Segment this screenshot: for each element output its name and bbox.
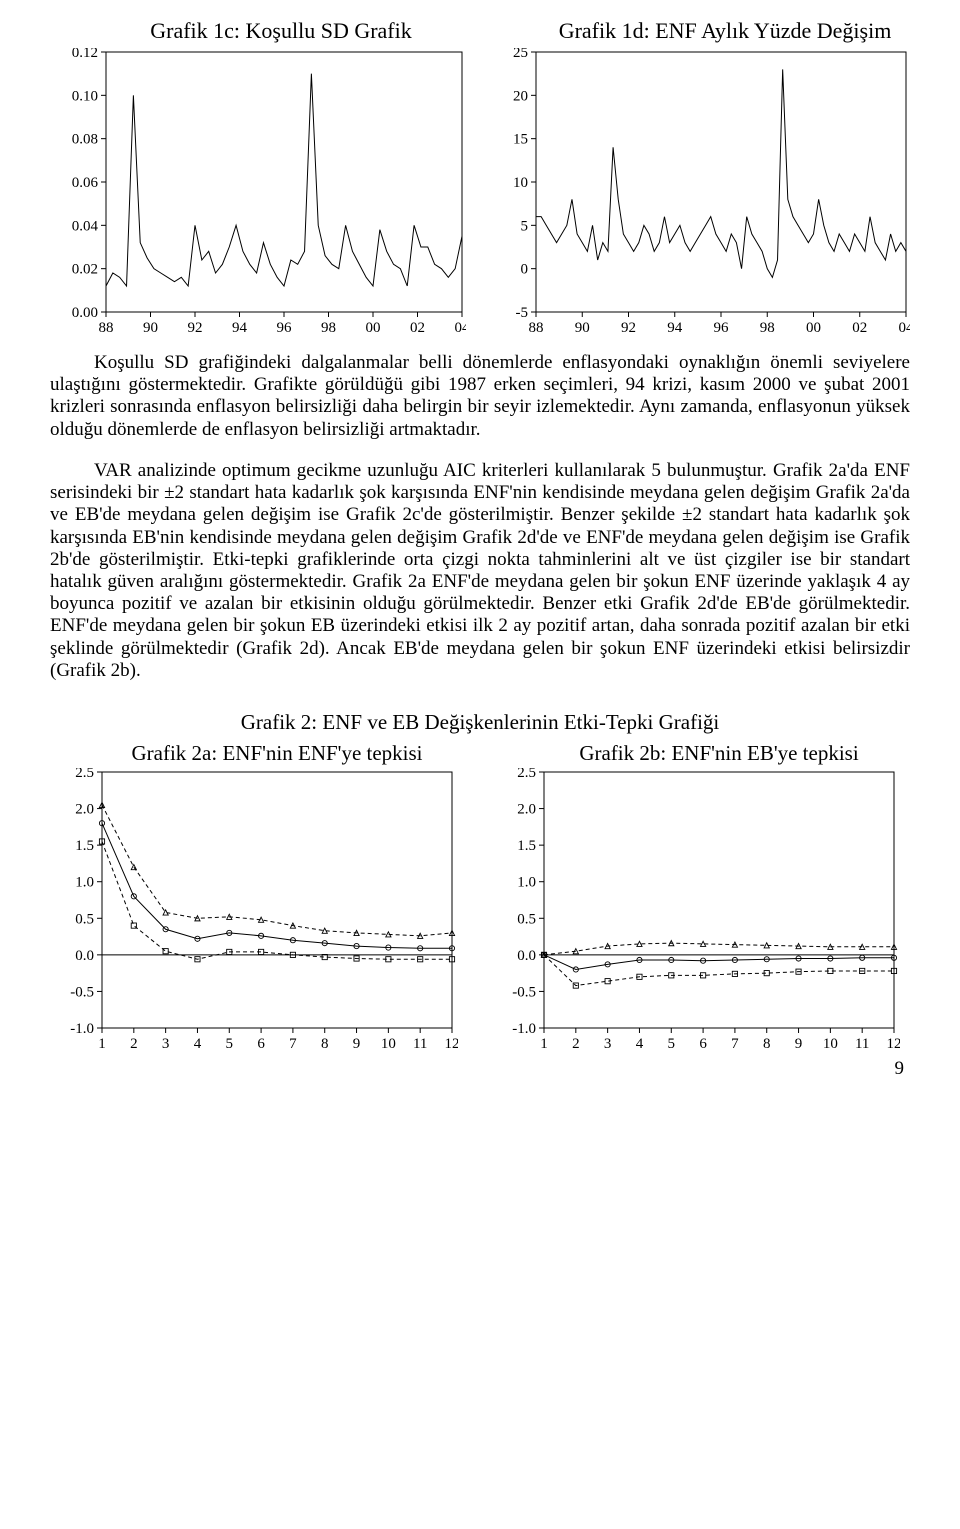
svg-text:02: 02 <box>852 320 867 336</box>
page-number: 9 <box>895 1058 905 1080</box>
svg-text:94: 94 <box>667 320 683 336</box>
svg-text:04: 04 <box>899 320 911 336</box>
svg-text:2.5: 2.5 <box>517 768 536 781</box>
svg-text:96: 96 <box>714 320 730 336</box>
svg-text:8: 8 <box>763 1036 771 1052</box>
svg-text:2: 2 <box>130 1036 138 1052</box>
chart-2b-title: Grafik 2b: ENF'nin EB'ye tepkisi <box>492 741 900 766</box>
svg-text:3: 3 <box>162 1036 170 1052</box>
svg-text:6: 6 <box>257 1036 265 1052</box>
chart-1d-title: Grafik 1d: ENF Aylık Yüzde Değişim <box>494 18 910 44</box>
svg-text:90: 90 <box>575 320 590 336</box>
svg-text:6: 6 <box>699 1036 707 1052</box>
svg-text:9: 9 <box>353 1036 361 1052</box>
svg-text:2.0: 2.0 <box>75 802 94 818</box>
svg-text:98: 98 <box>321 320 336 336</box>
svg-text:04: 04 <box>455 320 467 336</box>
svg-text:2.0: 2.0 <box>517 802 536 818</box>
chart-1d: Grafik 1d: ENF Aylık Yüzde Değişim -5 0 5 1… <box>494 18 910 338</box>
svg-text:1.0: 1.0 <box>75 875 94 891</box>
svg-text:7: 7 <box>731 1036 739 1052</box>
svg-text:92: 92 <box>188 320 203 336</box>
grafik2-heading: Grafik 2: ENF ve EB Değişkenlerinin Etki… <box>50 710 910 735</box>
svg-text:1: 1 <box>98 1036 106 1052</box>
chart-1c: Grafik 1c: Koşullu SD Grafik 0.000.020.0… <box>50 18 466 338</box>
svg-text:0.0: 0.0 <box>517 948 536 964</box>
paragraph-2: VAR analizinde optimum gecikme uzunluğu … <box>50 460 910 682</box>
chart-2b-svg: -1.0-0.50.00.51.01.52.02.512345678910111… <box>492 768 900 1054</box>
svg-text:11: 11 <box>855 1036 869 1052</box>
svg-text:0.5: 0.5 <box>517 911 536 927</box>
svg-text:-0.5: -0.5 <box>512 984 536 1000</box>
svg-text:1.5: 1.5 <box>75 838 94 854</box>
svg-text:0.5: 0.5 <box>75 911 94 927</box>
svg-text:-5: -5 <box>516 305 529 321</box>
svg-text:4: 4 <box>636 1036 644 1052</box>
paragraph-1: Koşullu SD grafiğindeki dalgalanmalar be… <box>50 352 910 441</box>
svg-text:3: 3 <box>604 1036 612 1052</box>
svg-text:00: 00 <box>366 320 381 336</box>
svg-text:88: 88 <box>529 320 544 336</box>
svg-text:12: 12 <box>445 1036 459 1052</box>
svg-text:5: 5 <box>226 1036 234 1052</box>
svg-text:2: 2 <box>572 1036 580 1052</box>
chart-1d-svg: -5 0 5 10 15 20 25 88 90 92 94 96 98 00 02 04 <box>494 48 910 338</box>
svg-text:10: 10 <box>823 1036 838 1052</box>
svg-text:4: 4 <box>194 1036 202 1052</box>
svg-text:8: 8 <box>321 1036 329 1052</box>
svg-text:0.08: 0.08 <box>72 132 98 148</box>
svg-text:10: 10 <box>381 1036 396 1052</box>
svg-text:0.00: 0.00 <box>72 305 98 321</box>
svg-text:98: 98 <box>760 320 775 336</box>
svg-text:02: 02 <box>410 320 425 336</box>
svg-text:94: 94 <box>232 320 248 336</box>
svg-text:0.10: 0.10 <box>72 88 98 104</box>
svg-text:0.02: 0.02 <box>72 262 98 278</box>
svg-text:1: 1 <box>540 1036 548 1052</box>
svg-text:0: 0 <box>521 262 529 278</box>
svg-text:88: 88 <box>99 320 114 336</box>
svg-text:1.5: 1.5 <box>517 838 536 854</box>
chart-2a-title: Grafik 2a: ENF'nin ENF'ye tepkisi <box>50 741 458 766</box>
svg-text:12: 12 <box>887 1036 901 1052</box>
svg-text:0.06: 0.06 <box>72 175 99 191</box>
svg-text:-1.0: -1.0 <box>70 1021 94 1037</box>
svg-text:25: 25 <box>513 48 528 61</box>
chart-2b: Grafik 2b: ENF'nin EB'ye tepkisi -1.0 -0.… <box>492 741 900 1054</box>
svg-text:20: 20 <box>513 88 528 104</box>
svg-text:0.12: 0.12 <box>72 48 98 61</box>
svg-text:96: 96 <box>277 320 293 336</box>
svg-text:00: 00 <box>806 320 821 336</box>
chart-1c-svg: 0.00 0.02 0.04 0.06 0.08 0.10 0.12 88 90 92 94 96 98… <box>50 48 466 338</box>
chart-2a: Grafik 2a: ENF'nin ENF'ye tepkisi -1.0 -0… <box>50 741 458 1054</box>
svg-text:-1.0: -1.0 <box>512 1021 536 1037</box>
svg-text:7: 7 <box>289 1036 297 1052</box>
svg-text:0.0: 0.0 <box>75 948 94 964</box>
svg-text:1.0: 1.0 <box>517 875 536 891</box>
svg-text:5: 5 <box>668 1036 676 1052</box>
svg-text:11: 11 <box>413 1036 427 1052</box>
chart-2a-svg: -1.0-0.50.00.51.01.52.02.512345678910111… <box>50 768 458 1054</box>
svg-text:90: 90 <box>143 320 158 336</box>
svg-text:2.5: 2.5 <box>75 768 94 781</box>
svg-text:15: 15 <box>513 132 528 148</box>
svg-text:10: 10 <box>513 175 528 191</box>
svg-text:92: 92 <box>621 320 636 336</box>
svg-text:5: 5 <box>521 218 529 234</box>
svg-text:9: 9 <box>795 1036 803 1052</box>
svg-text:-0.5: -0.5 <box>70 984 94 1000</box>
chart-1c-title: Grafik 1c: Koşullu SD Grafik <box>50 18 466 44</box>
svg-text:0.04: 0.04 <box>72 218 99 234</box>
